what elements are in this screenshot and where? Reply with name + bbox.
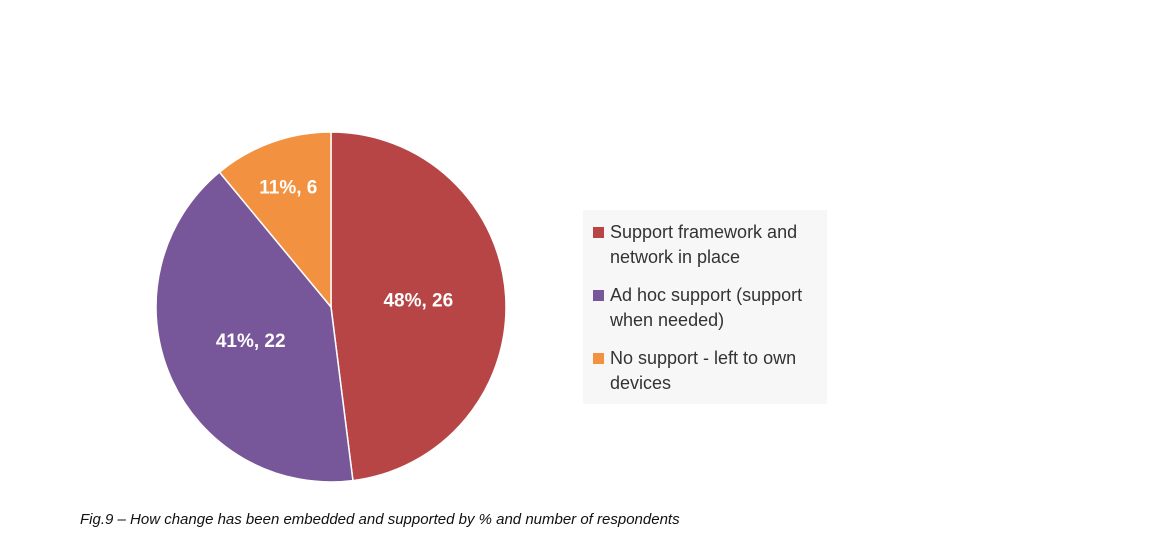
legend-label: No support - left to own devices	[610, 348, 797, 393]
legend-label: Support framework and network in place	[610, 222, 798, 267]
caption: Fig.9 – How change has been embedded and…	[80, 511, 680, 528]
legend-swatch	[593, 227, 604, 238]
legend-swatch	[593, 353, 604, 364]
pie-slice	[218, 131, 332, 310]
pie-slice	[155, 171, 354, 483]
legend: Support framework and network in place Ad…	[583, 210, 827, 404]
legend-label: Ad hoc support (support when needed)	[610, 285, 803, 330]
data-label: 48%, 26	[383, 291, 453, 312]
data-label: 41%, 22	[216, 331, 286, 352]
legend-entry: Support framework and network in place	[593, 220, 819, 270]
pie-slice	[330, 131, 507, 482]
legend-entry: Ad hoc support (support when needed)	[593, 283, 819, 333]
data-label: 11%, 6	[259, 177, 317, 198]
legend-entry: No support - left to own devices	[593, 346, 819, 396]
legend-swatch	[593, 290, 604, 301]
